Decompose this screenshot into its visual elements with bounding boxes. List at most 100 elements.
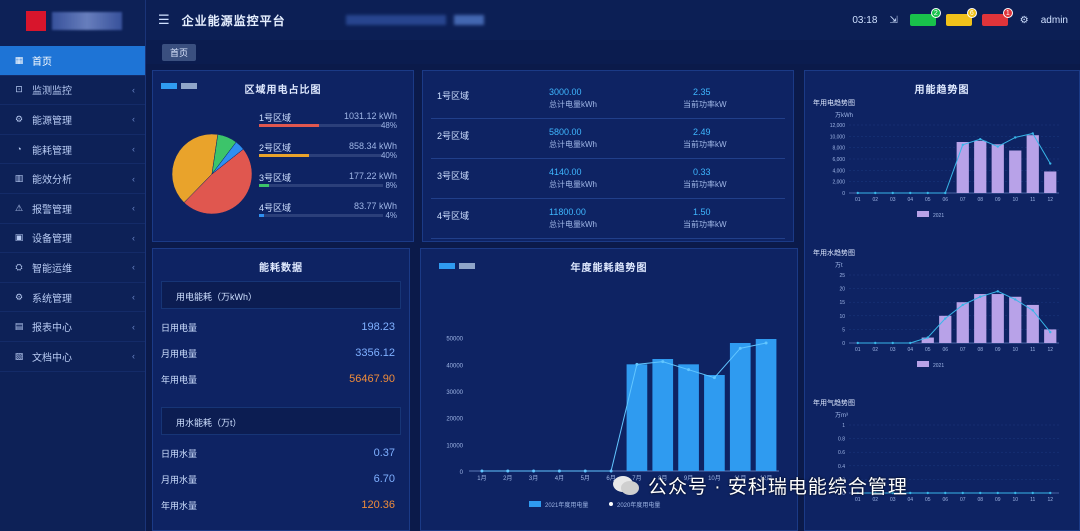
line-point xyxy=(1031,491,1034,495)
sidebar-item[interactable]: ▣ 设备管理 ‹ xyxy=(0,224,145,254)
x-tick-label: 12月 xyxy=(760,475,773,482)
balance-energy-value: 11800.00 xyxy=(549,207,586,217)
sidebar-item-label: 监测监控 xyxy=(32,86,72,98)
tab-bar: 首页 xyxy=(146,40,1080,64)
energy-share-row: 1号区域 1031.12 kWh 48% xyxy=(259,111,397,137)
line-point xyxy=(909,341,912,345)
line-point xyxy=(891,341,894,345)
line-series xyxy=(857,290,1051,344)
y-tick-label: 0.2 xyxy=(838,477,845,483)
line-point xyxy=(1031,309,1034,312)
nav-icon: ⛭ xyxy=(15,261,23,272)
bar xyxy=(991,294,1004,343)
balance-energy-value: 4140.00 xyxy=(549,167,582,177)
line-point xyxy=(926,336,929,339)
app-title: 企业能源监控平台 xyxy=(181,13,286,28)
balance-power-unit: 当前功率kW xyxy=(683,220,727,229)
sidebar-item[interactable]: ▧ 文档中心 ‹ xyxy=(0,342,145,372)
x-tick-label: 08 xyxy=(977,497,983,503)
x-tick-label: 3月 xyxy=(529,475,538,482)
y-tick-label: 0 xyxy=(460,470,464,476)
sidebar-item-label: 系统管理 xyxy=(32,293,72,305)
x-tick-label: 08 xyxy=(977,347,983,353)
y-tick-label: 15 xyxy=(839,300,845,306)
x-tick-label: 10 xyxy=(1012,497,1018,503)
fullscreen-icon[interactable]: ⇲ xyxy=(889,14,898,26)
sidebar-item[interactable]: ▥ 能效分析 ‹ xyxy=(0,164,145,194)
region-value: 858.34 kWh xyxy=(348,141,397,151)
chevron-icon: ‹ xyxy=(132,84,135,95)
bar xyxy=(704,375,725,471)
sidebar-item[interactable]: ◔ 能耗管理 ‹ xyxy=(0,135,145,165)
legend-label: 2021 xyxy=(933,213,944,219)
region-value: 177.22 kWh xyxy=(348,171,397,181)
sidebar-item[interactable]: ⚠ 报警管理 ‹ xyxy=(0,194,145,224)
sidebar-item-label: 报表中心 xyxy=(32,323,72,335)
line-point xyxy=(874,341,877,345)
x-tick-label: 1月 xyxy=(477,475,486,482)
y-tick-label: 10 xyxy=(839,314,845,320)
menu-toggle-icon[interactable]: ☰ xyxy=(158,12,170,27)
y-tick-label: 12,000 xyxy=(830,123,846,129)
usage-row: 年用电量 56467.90 xyxy=(161,373,401,393)
usage-title: 能耗数据 xyxy=(259,263,303,274)
y-tick-label: 10000 xyxy=(446,443,463,449)
sidebar-item-label: 文档中心 xyxy=(32,352,72,364)
line-point xyxy=(944,317,947,320)
energy-share-row: 4号区域 83.77 kWh 4% xyxy=(259,201,397,227)
balance-row: 1号区域 3000.00 总计电量kWh 2.35 当前功率kW xyxy=(431,77,785,119)
tab-home[interactable]: 首页 xyxy=(162,43,197,61)
sidebar-item[interactable]: ⊡ 监测监控 ‹ xyxy=(0,76,145,106)
sidebar-item[interactable]: ⚙ 能源管理 ‹ xyxy=(0,105,145,135)
sidebar-item[interactable]: ⛭ 智能运维 ‹ xyxy=(0,253,145,283)
notification-button[interactable]: 1 xyxy=(981,8,1013,26)
legend-swatch xyxy=(917,211,929,217)
top-bar: ☰ 企业能源监控平台 03:18 ⇲ 2 6 1 ⚙ admin xyxy=(146,0,1080,40)
top-right-tools: 03:18 ⇲ 2 6 1 ⚙ admin xyxy=(852,8,1068,26)
chevron-icon: ‹ xyxy=(132,351,135,362)
x-tick-label: 07 xyxy=(960,347,966,353)
x-tick-label: 06 xyxy=(942,197,948,203)
notification-button[interactable]: 6 xyxy=(945,8,977,26)
share-bar-fill xyxy=(259,214,264,217)
sidebar-item[interactable]: ▤ 报表中心 ‹ xyxy=(0,312,145,342)
usage-value: 120.36 xyxy=(361,499,395,511)
nav-icon: ⚙ xyxy=(14,113,24,124)
bar xyxy=(956,302,969,343)
line-point xyxy=(979,137,982,141)
y-tick-label: 0.6 xyxy=(838,450,845,456)
line-point xyxy=(996,290,999,293)
bar xyxy=(1026,135,1039,193)
line-point xyxy=(738,346,742,350)
line-point xyxy=(856,341,859,345)
x-tick-label: 7月 xyxy=(632,475,641,482)
line-point xyxy=(661,360,665,364)
notification-button[interactable]: 2 xyxy=(909,8,941,26)
badge-count: 6 xyxy=(966,8,977,18)
bar xyxy=(626,364,648,471)
yearly-trend-title: 年度能耗趋势图 xyxy=(570,263,648,274)
share-bar-fill xyxy=(259,154,309,157)
energy-pie-chart xyxy=(171,133,253,215)
y-tick-label: 8,000 xyxy=(832,146,845,152)
balance-power-unit: 当前功率kW xyxy=(683,180,727,189)
energy-share-row: 3号区域 177.22 kWh 8% xyxy=(259,171,397,197)
sidebar-item[interactable]: ▦ 首页 xyxy=(0,46,145,76)
x-tick-label: 2月 xyxy=(503,475,512,482)
chevron-icon: ‹ xyxy=(132,262,135,273)
sidebar-item[interactable]: ⚙ 系统管理 ‹ xyxy=(0,283,145,313)
pie-slice xyxy=(183,148,253,215)
bar xyxy=(678,364,699,471)
x-tick-label: 11 xyxy=(1030,197,1035,203)
x-tick-label: 05 xyxy=(925,347,931,353)
chevron-icon: ‹ xyxy=(132,144,135,155)
watermark-text: 公众号 · 安科瑞电能综合管理 xyxy=(648,477,908,498)
y-tick-label: 2,000 xyxy=(832,180,845,186)
user-name[interactable]: admin xyxy=(1040,14,1068,26)
settings-icon[interactable]: ⚙ xyxy=(1019,14,1029,26)
x-tick-label: 02 xyxy=(872,347,878,353)
balance-energy-unit: 总计电量kWh xyxy=(549,180,597,189)
logo-text-blurred xyxy=(52,12,122,30)
balance-row: 3号区域 4140.00 总计电量kWh 0.33 当前功率kW xyxy=(431,157,785,199)
line-point xyxy=(996,491,999,495)
